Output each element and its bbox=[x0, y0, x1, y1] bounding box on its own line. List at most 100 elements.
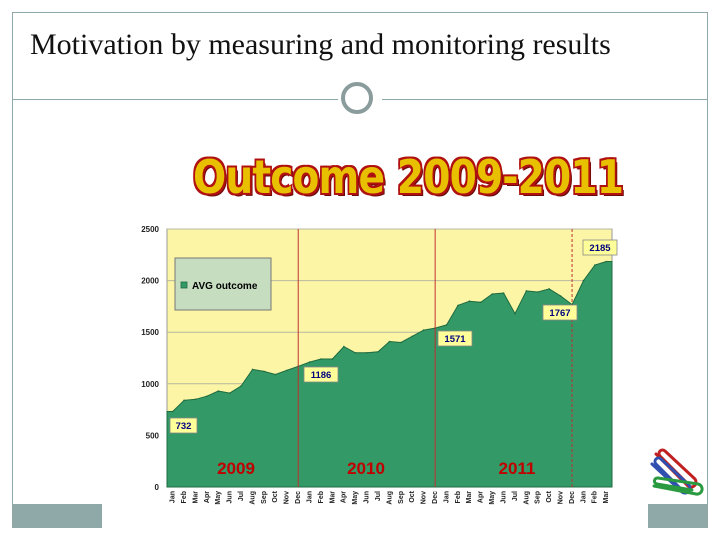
frame-left-line bbox=[12, 12, 13, 528]
x-tick-label: Aug bbox=[386, 491, 393, 505]
data-point bbox=[537, 291, 539, 293]
data-point bbox=[365, 352, 368, 354]
data-point bbox=[548, 288, 550, 290]
data-point bbox=[331, 358, 334, 360]
x-tick-label: Jan bbox=[443, 491, 450, 503]
data-point bbox=[194, 398, 197, 401]
paperclips-icon bbox=[650, 448, 704, 496]
x-tick-label: Jul bbox=[375, 491, 382, 501]
x-tick-label: Dec bbox=[432, 491, 439, 504]
x-tick-label: Feb bbox=[181, 491, 188, 503]
data-point bbox=[354, 352, 357, 354]
x-tick-label: Jun bbox=[364, 491, 371, 503]
legend-label: AVG outcome bbox=[192, 281, 258, 292]
data-point bbox=[377, 351, 379, 353]
y-tick-label: 1500 bbox=[141, 328, 159, 337]
y-tick-label: 1000 bbox=[141, 380, 159, 389]
legend-box bbox=[174, 257, 272, 311]
x-tick-label: Jan bbox=[306, 491, 313, 503]
title-divider-left bbox=[12, 99, 338, 100]
x-tick-label: Jul bbox=[238, 491, 245, 501]
data-label-box bbox=[582, 239, 618, 256]
x-tick-label: Sep bbox=[398, 491, 405, 504]
x-tick-label: Jul bbox=[512, 491, 519, 501]
data-point bbox=[525, 290, 528, 292]
x-tick-label: Oct bbox=[409, 490, 416, 502]
divider-ring-icon bbox=[341, 82, 373, 114]
y-tick-label: 2000 bbox=[141, 277, 159, 286]
x-tick-label: Mar bbox=[466, 491, 473, 504]
x-tick-label: Dec bbox=[569, 491, 576, 504]
data-point bbox=[251, 368, 254, 371]
data-point bbox=[217, 390, 220, 392]
x-tick-label: Apr bbox=[341, 491, 348, 503]
x-tick-label: Aug bbox=[523, 491, 530, 505]
data-point bbox=[582, 279, 585, 282]
x-tick-label: Mar bbox=[603, 491, 610, 504]
year-label: 2011 bbox=[499, 459, 536, 478]
x-tick-label: Apr bbox=[204, 491, 211, 503]
data-point bbox=[514, 312, 516, 315]
x-tick-label: Mar bbox=[329, 491, 336, 504]
x-tick-label: Nov bbox=[421, 491, 428, 504]
data-point bbox=[308, 361, 311, 363]
data-label-box bbox=[437, 330, 473, 347]
x-tick-label: Sep bbox=[261, 491, 268, 504]
series-area-avg-outcome bbox=[166, 260, 613, 488]
data-point bbox=[263, 370, 265, 373]
x-tick-label: Nov bbox=[284, 491, 291, 504]
x-tick-label: Oct bbox=[546, 490, 553, 502]
data-point bbox=[388, 340, 391, 343]
data-point bbox=[320, 358, 322, 360]
data-label: 2185 bbox=[589, 243, 611, 254]
x-tick-label: Mar bbox=[192, 491, 199, 504]
data-point bbox=[491, 293, 494, 295]
data-point bbox=[422, 329, 425, 331]
data-point bbox=[240, 385, 242, 387]
frame-right-line bbox=[707, 12, 708, 528]
data-label: 1571 bbox=[444, 334, 466, 345]
chart-title: Outcome 2009-2011 bbox=[193, 150, 624, 204]
x-tick-label: Jun bbox=[227, 491, 234, 503]
x-tick-label: Dec bbox=[295, 491, 302, 504]
year-label: 2010 bbox=[347, 459, 385, 478]
x-tick-label: Jun bbox=[500, 491, 507, 503]
data-point bbox=[183, 399, 185, 402]
x-tick-label: Aug bbox=[249, 491, 256, 505]
data-point bbox=[480, 301, 482, 304]
y-tick-label: 2500 bbox=[141, 225, 159, 234]
footer-block-right bbox=[648, 504, 708, 528]
x-tick-label: Apr bbox=[478, 491, 485, 503]
x-tick-label: Jan bbox=[170, 491, 177, 503]
data-point bbox=[274, 373, 277, 376]
data-point bbox=[594, 264, 596, 266]
data-point bbox=[457, 304, 459, 307]
data-point bbox=[229, 392, 231, 394]
x-tick-label: Sep bbox=[535, 491, 542, 504]
data-point bbox=[206, 395, 208, 398]
data-label: 1767 bbox=[549, 308, 570, 319]
data-point bbox=[605, 260, 608, 263]
x-tick-label: Oct bbox=[272, 490, 279, 502]
frame-top-line bbox=[12, 12, 708, 13]
y-tick-label: 0 bbox=[155, 483, 160, 492]
x-tick-label: May bbox=[215, 491, 222, 505]
x-tick-label: Nov bbox=[557, 491, 564, 504]
x-tick-label: Jan bbox=[580, 491, 587, 503]
data-point bbox=[400, 341, 402, 344]
data-point bbox=[559, 295, 562, 297]
x-tick-label: Feb bbox=[318, 491, 325, 503]
footer-block-left bbox=[12, 504, 102, 528]
x-tick-label: May bbox=[352, 491, 359, 505]
slide-title: Motivation by measuring and monitoring r… bbox=[30, 28, 611, 61]
title-divider-right bbox=[382, 99, 708, 100]
data-point bbox=[411, 335, 414, 338]
year-label: 2009 bbox=[217, 459, 255, 478]
data-point bbox=[445, 324, 448, 326]
data-label-box bbox=[303, 366, 339, 383]
legend-swatch bbox=[180, 281, 188, 289]
data-point bbox=[171, 410, 174, 413]
x-tick-label: Feb bbox=[592, 491, 599, 503]
data-point bbox=[286, 369, 288, 372]
